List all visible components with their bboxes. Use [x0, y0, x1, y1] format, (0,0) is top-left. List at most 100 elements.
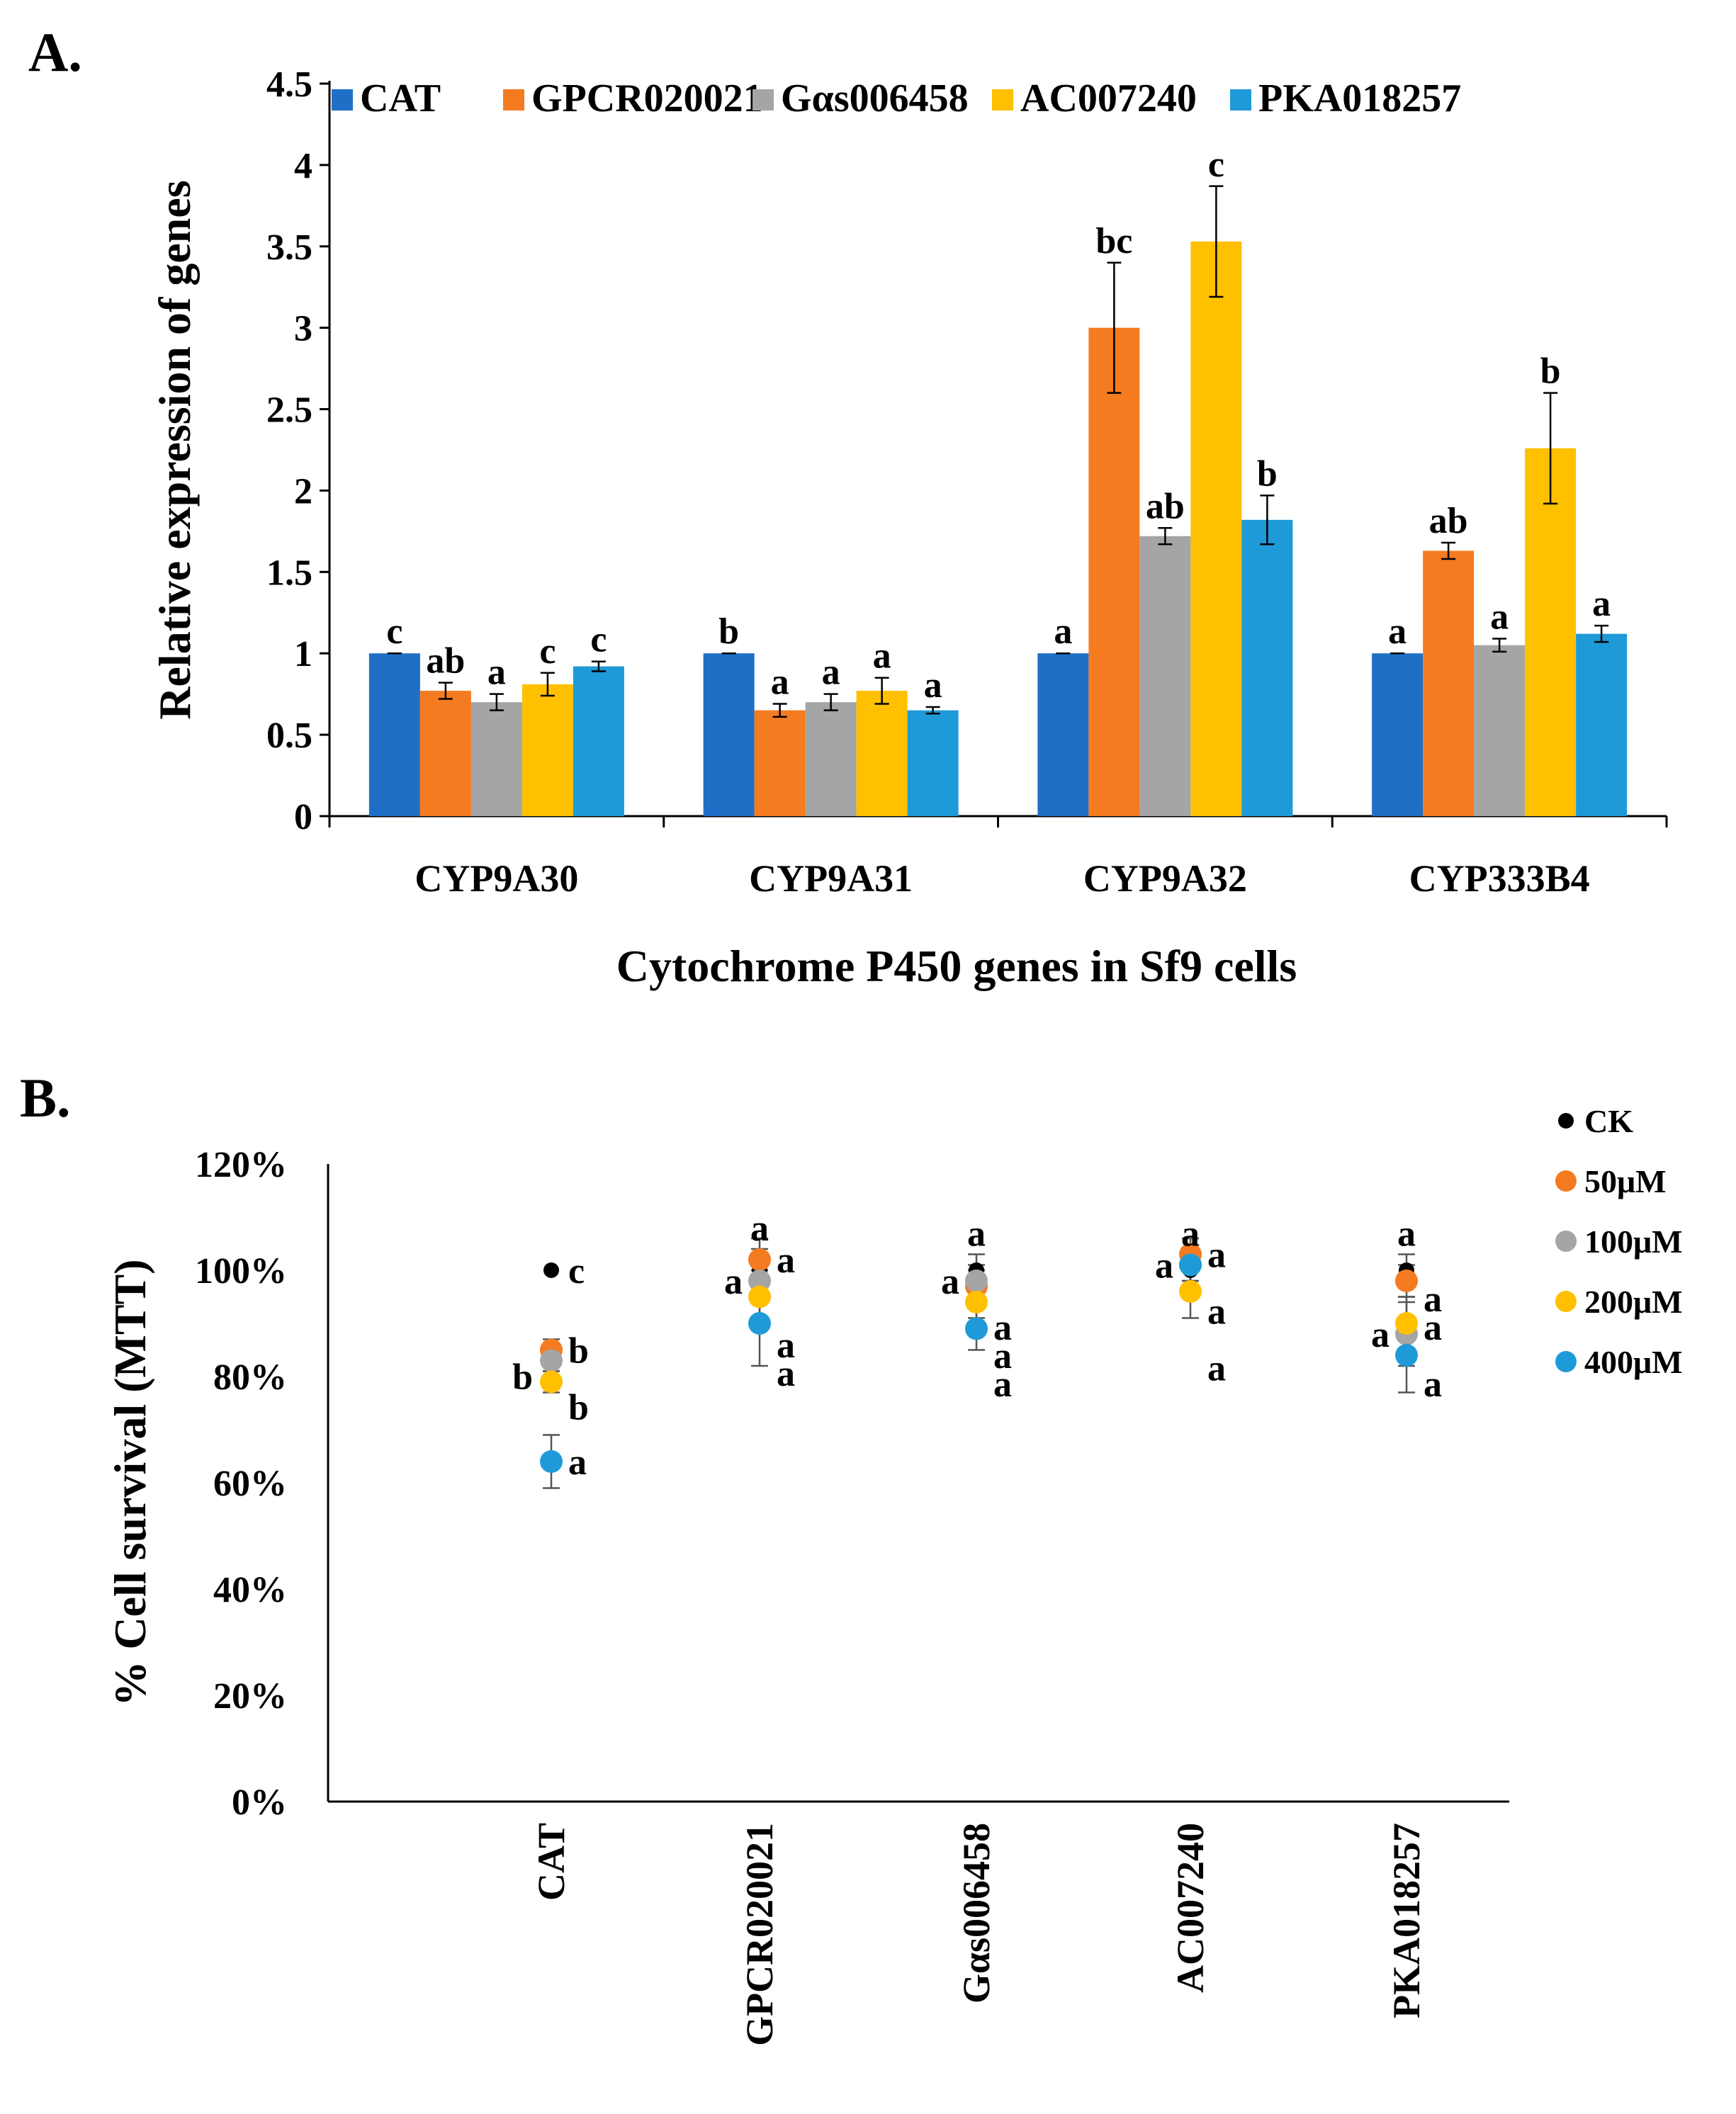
bar	[754, 710, 806, 816]
significance-letter: a	[1592, 584, 1611, 624]
y-tick-label: 100%	[195, 1251, 287, 1291]
legend-label: AC007240	[1020, 77, 1197, 120]
bar	[1423, 550, 1475, 816]
significance-letter: a	[1207, 1292, 1226, 1333]
significance-letter: a	[1397, 1214, 1416, 1255]
significance-letter: a	[993, 1336, 1012, 1377]
significance-letter: b	[1257, 453, 1278, 494]
bar	[522, 684, 573, 816]
significance-letter: a	[1207, 1349, 1226, 1389]
y-axis-title: Relative expression of genes	[150, 180, 200, 719]
significance-letter: a	[771, 662, 789, 702]
bar	[1037, 653, 1089, 816]
bar	[1474, 645, 1526, 816]
significance-letter: a	[1207, 1236, 1226, 1276]
significance-letter: a	[1490, 597, 1509, 638]
bar	[1372, 653, 1424, 816]
y-tick-label: 4.5	[266, 64, 312, 105]
y-tick-label: 3.5	[266, 227, 312, 268]
y-tick-label: 1.5	[266, 553, 312, 593]
data-point	[1395, 1270, 1418, 1292]
data-point	[748, 1285, 771, 1308]
significance-letter: b	[568, 1331, 589, 1372]
panel-label-a: A.	[28, 21, 82, 83]
bar	[1088, 327, 1140, 817]
y-tick-label: 120%	[195, 1145, 287, 1185]
significance-letter: a	[750, 1209, 769, 1249]
data-point	[965, 1317, 988, 1340]
y-tick-label: 3	[294, 309, 312, 349]
significance-letter: a	[967, 1214, 986, 1255]
significance-letter: b	[1540, 351, 1561, 392]
legend-label: Gαs006458	[781, 77, 969, 120]
x-category-label: CAT	[530, 1823, 573, 1901]
significance-letter: a	[724, 1262, 743, 1302]
legend-label: 100μM	[1584, 1223, 1683, 1260]
significance-letter: a	[568, 1442, 587, 1483]
data-point	[1179, 1280, 1202, 1303]
significance-letter: ab	[1429, 501, 1468, 541]
y-tick-label: 0	[294, 797, 312, 837]
significance-letter: c	[568, 1251, 585, 1291]
significance-letter: a	[487, 652, 506, 693]
y-tick-label: 40%	[213, 1570, 287, 1610]
y-tick-label: 4	[294, 146, 312, 186]
legend-marker	[1555, 1291, 1577, 1312]
significance-letter: ab	[426, 641, 465, 682]
bar	[1241, 519, 1293, 816]
bar	[1525, 448, 1577, 816]
legend-marker	[1555, 1351, 1577, 1372]
y-tick-label: 2.5	[266, 390, 312, 431]
bar	[1139, 536, 1191, 816]
x-category-label: GPCR020021	[738, 1823, 781, 2046]
significance-letter: a	[1388, 611, 1407, 652]
significance-letter: a	[941, 1262, 959, 1302]
panel-label-b: B.	[20, 1067, 71, 1129]
significance-letter: b	[718, 611, 739, 652]
y-axis-title: % Cell survival (MTT)	[105, 1259, 155, 1706]
x-category-label: PKA018257	[1385, 1823, 1428, 2018]
significance-letter: c	[386, 611, 402, 652]
significance-letter: ab	[1146, 486, 1185, 526]
legend-swatch	[332, 89, 353, 111]
bar	[368, 653, 420, 816]
y-tick-label: 20%	[213, 1676, 287, 1717]
data-point	[748, 1248, 771, 1271]
legend-marker	[1555, 1170, 1577, 1192]
y-tick-label: 1	[294, 634, 312, 674]
legend-label: PKA018257	[1258, 77, 1461, 120]
y-tick-label: 0%	[232, 1782, 287, 1823]
significance-letter: a	[1371, 1315, 1390, 1355]
legend-label: 400μM	[1584, 1344, 1683, 1380]
bar	[419, 691, 471, 816]
bar	[907, 710, 959, 816]
significance-letter: a	[1424, 1308, 1442, 1348]
significance-letter: bc	[1095, 221, 1132, 261]
bar	[703, 653, 755, 816]
legend-label: CAT	[360, 77, 441, 120]
data-point	[540, 1450, 563, 1473]
data-point	[1395, 1312, 1418, 1335]
bar	[805, 702, 857, 816]
bar	[1190, 241, 1242, 817]
legend-label: CK	[1584, 1103, 1633, 1139]
data-point	[543, 1262, 559, 1278]
significance-letter: a	[1054, 611, 1072, 652]
legend-marker	[1558, 1113, 1574, 1129]
x-category-label: AC007240	[1169, 1823, 1212, 1993]
x-category-label: CYP9A31	[749, 857, 913, 900]
x-category-label: CYP333B4	[1409, 857, 1590, 900]
significance-letter: c	[539, 631, 556, 672]
bar	[1576, 633, 1628, 816]
legend-swatch	[753, 89, 774, 111]
legend-label: GPCR020021	[531, 77, 763, 120]
x-category-label: CYP9A30	[415, 857, 578, 900]
legend-swatch	[992, 89, 1013, 111]
y-tick-label: 80%	[213, 1357, 287, 1398]
data-point	[965, 1270, 988, 1292]
significance-letter: a	[822, 652, 840, 693]
significance-letter: a	[777, 1354, 795, 1394]
data-point	[540, 1370, 563, 1394]
